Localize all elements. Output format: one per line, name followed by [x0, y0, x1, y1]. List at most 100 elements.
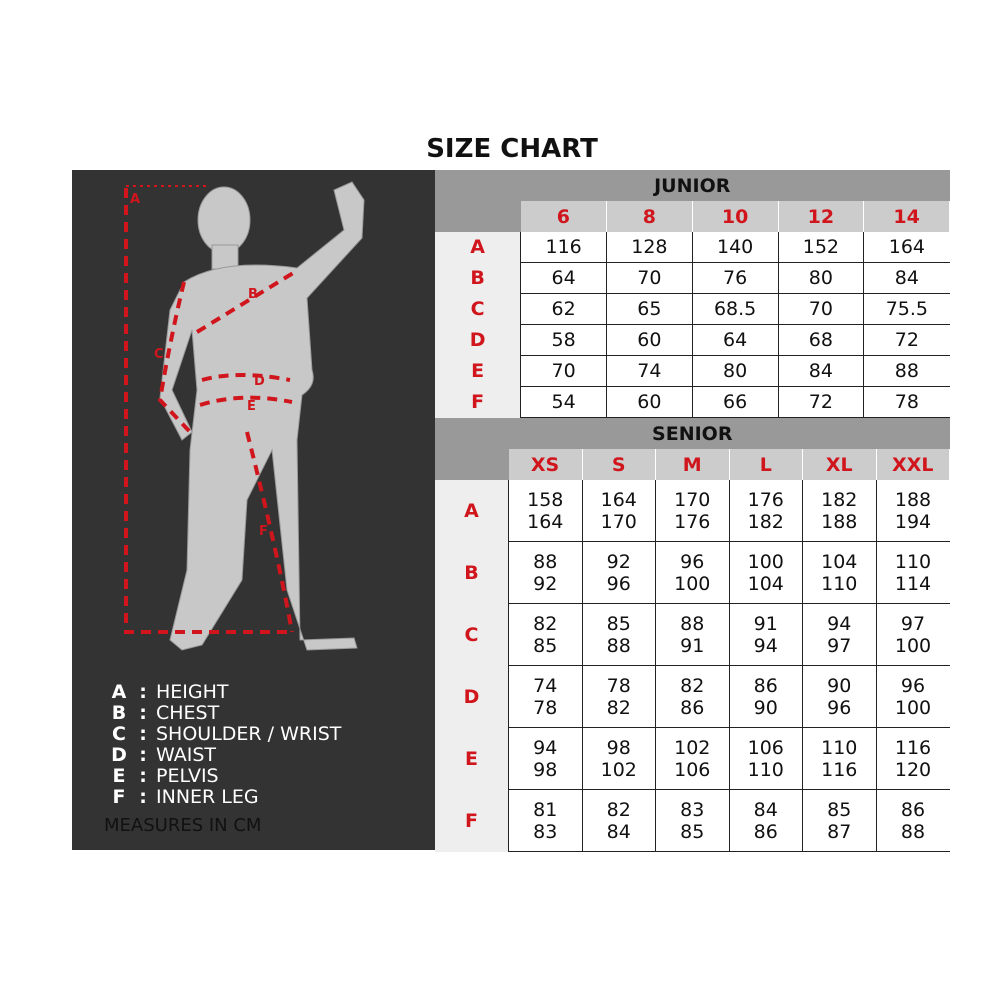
table-cell: 80 — [691, 355, 778, 387]
cell-value: 83 — [680, 798, 705, 821]
table-cell: 88 — [863, 355, 950, 387]
cell-value: 85 — [533, 634, 558, 657]
cell-value: 116 — [894, 736, 932, 759]
table-row: A 116 128 140 152 164 — [435, 232, 950, 263]
cell-value: 100 — [894, 696, 932, 719]
table-cell: 140 — [691, 232, 778, 263]
section-title: SENIOR — [435, 418, 950, 449]
cell-value: 96 — [827, 696, 852, 719]
cell-value: 81 — [533, 798, 558, 821]
table-cell: 94 98 — [508, 727, 582, 790]
figure-label-f: F — [259, 524, 268, 539]
cell-value: 74 — [533, 674, 558, 697]
cell-value: 176 — [747, 488, 784, 511]
cell-value: 92 — [606, 550, 631, 573]
legend-key: C — [112, 723, 126, 745]
table-cell: 96 100 — [875, 665, 950, 728]
cell-value: 110 — [894, 550, 932, 573]
cell-value: 100 — [747, 550, 784, 573]
legend-item: B: CHEST — [108, 703, 341, 724]
table-cell: 70 — [606, 262, 693, 294]
table-cell: 158 164 — [508, 480, 582, 542]
legend-item: D: WAIST — [108, 745, 341, 766]
measurement-legend: A: HEIGHT B: CHEST C: SHOULDER / WRIST D: WAIST… — [108, 682, 341, 808]
table-cell: 68.5 — [691, 293, 778, 325]
cell-value: 94 — [827, 612, 852, 635]
senior-size-table: SENIOR XS S M L XL XXL A 158 164 164 170 170 176 176 18… — [435, 418, 950, 852]
cell-value: 110 — [821, 736, 858, 759]
table-cell: 164 170 — [581, 480, 656, 542]
legend-label: PELVIS — [156, 765, 219, 787]
cell-value: 86 — [753, 820, 778, 843]
cell-value: 88 — [900, 820, 926, 843]
cell-value: 102 — [674, 736, 711, 759]
row-label: A — [435, 232, 521, 263]
legend-item: F: INNER LEG — [108, 787, 341, 808]
cell-value: 96 — [606, 572, 631, 595]
legend-label: HEIGHT — [156, 681, 229, 703]
cell-value: 85 — [680, 820, 705, 843]
table-cell: 62 — [520, 293, 607, 325]
legend-item: A: HEIGHT — [108, 682, 341, 703]
size-header: 12 — [778, 201, 865, 232]
table-cell: 188 194 — [875, 480, 950, 542]
cell-value: 96 — [900, 674, 926, 697]
table-cell: 96 100 — [655, 541, 729, 604]
cell-value: 188 — [821, 510, 858, 533]
cell-value: 90 — [753, 696, 778, 719]
table-cell: 70 — [777, 293, 864, 325]
cell-value: 82 — [606, 696, 631, 719]
table-cell: 84 86 — [728, 789, 803, 852]
table-cell: 152 — [777, 232, 864, 263]
cell-value: 120 — [894, 758, 932, 781]
table-cell: 88 92 — [508, 541, 582, 604]
table-cell: 60 — [606, 386, 693, 418]
size-header: 8 — [606, 201, 693, 232]
table-row: B 64 70 76 80 84 — [435, 262, 950, 294]
table-cell: 97 100 — [875, 603, 950, 666]
size-header: L — [729, 449, 803, 480]
cell-value: 158 — [527, 488, 564, 511]
table-cell: 88 91 — [655, 603, 729, 666]
cell-value: 87 — [827, 820, 852, 843]
table-cell: 100 104 — [728, 541, 803, 604]
legend-colon: : — [139, 702, 147, 724]
cell-value: 85 — [606, 612, 631, 635]
row-label: B — [435, 541, 509, 604]
table-cell: 182 188 — [802, 480, 876, 542]
cell-value: 78 — [533, 696, 558, 719]
table-row: D 58 60 64 68 72 — [435, 324, 950, 356]
table-cell: 78 82 — [581, 665, 656, 728]
table-cell: 78 — [863, 386, 950, 418]
cell-value: 78 — [606, 674, 631, 697]
cell-value: 116 — [821, 758, 858, 781]
table-cell: 84 — [863, 262, 950, 294]
cell-value: 102 — [600, 758, 637, 781]
size-header-row: XS S M L XL XXL — [435, 449, 950, 480]
row-label: F — [435, 386, 521, 418]
cell-value: 194 — [894, 510, 932, 533]
table-row: D 74 78 78 82 82 86 86 90 90 96 96 100 — [435, 665, 950, 728]
cell-value: 106 — [747, 736, 784, 759]
body-figure-illustration: A B C D E F — [124, 181, 365, 651]
cell-value: 96 — [680, 550, 705, 573]
legend-colon: : — [139, 786, 147, 808]
table-cell: 80 — [777, 262, 864, 294]
table-cell: 72 — [863, 324, 950, 356]
cell-value: 97 — [827, 634, 852, 657]
cell-value: 176 — [674, 510, 711, 533]
figure-label-b: B — [248, 287, 258, 302]
row-label: A — [435, 480, 509, 542]
table-cell: 116 120 — [875, 727, 950, 790]
legend-label: SHOULDER / WRIST — [156, 723, 342, 745]
cell-value: 182 — [747, 510, 784, 533]
legend-colon: : — [139, 723, 147, 745]
cell-value: 86 — [900, 798, 926, 821]
cell-value: 110 — [821, 572, 858, 595]
table-cell: 64 — [691, 324, 778, 356]
table-cell: 58 — [520, 324, 607, 356]
legend-label: WAIST — [156, 744, 217, 766]
cell-value: 82 — [606, 798, 631, 821]
size-header-blank — [435, 201, 521, 232]
table-cell: 81 83 — [508, 789, 582, 852]
